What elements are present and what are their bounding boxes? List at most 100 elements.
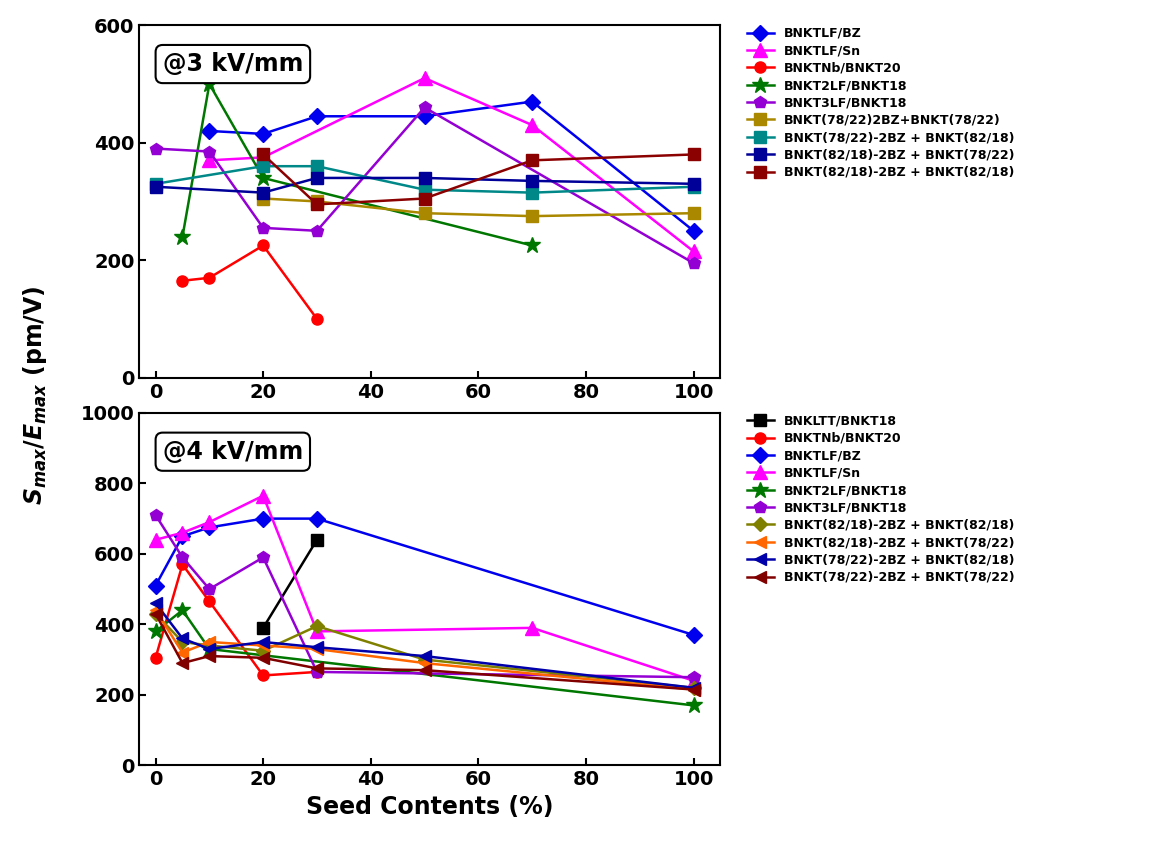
- BNKT(78/22)-2BZ + BNKT(82/18): [417, 185, 431, 195]
- BNKT(78/22)-2BZ + BNKT(82/18): [202, 644, 216, 654]
- BNKTLF/Sn: [687, 675, 701, 685]
- BNKT2LF/BNKT18: [202, 79, 216, 89]
- Line: BNKT(82/18)-2BZ + BNKT(78/22): BNKT(82/18)-2BZ + BNKT(78/22): [150, 172, 700, 198]
- BNKT(78/22)-2BZ + BNKT(82/18): [687, 683, 701, 693]
- BNKTNb/BNKT20: [256, 670, 270, 680]
- BNKT3LF/BNKT18: [202, 146, 216, 156]
- BNKT(82/18)-2BZ + BNKT(78/22): [687, 179, 701, 189]
- BNKTLF/BZ: [417, 111, 431, 121]
- BNKT(78/22)-2BZ + BNKT(82/18): [149, 179, 163, 189]
- Legend: BNKLTT/BNKT18, BNKTNb/BNKT20, BNKTLF/BZ, BNKTLF/Sn, BNKT2LF/BNKT18, BNKT3LF/BNKT: BNKLTT/BNKT18, BNKTNb/BNKT20, BNKTLF/BZ,…: [744, 412, 1017, 586]
- BNKT(78/22)-2BZ + BNKT(78/22): [310, 664, 324, 674]
- BNKT3LF/BNKT18: [256, 223, 270, 233]
- BNKT(78/22)-2BZ + BNKT(82/18): [525, 188, 539, 198]
- BNKT(82/18)-2BZ + BNKT(78/22): [149, 182, 163, 192]
- BNKT2LF/BNKT18: [525, 241, 539, 251]
- BNKT(82/18)-2BZ + BNKT(82/18): [310, 199, 324, 209]
- Line: BNKT(78/22)-2BZ + BNKT(82/18): BNKT(78/22)-2BZ + BNKT(82/18): [150, 161, 700, 198]
- Line: BNKTNb/BNKT20: BNKTNb/BNKT20: [177, 240, 323, 325]
- BNKT3LF/BNKT18: [310, 225, 324, 235]
- BNKT2LF/BNKT18: [175, 606, 189, 616]
- BNKTNb/BNKT20: [256, 241, 270, 251]
- BNKTNb/BNKT20: [175, 559, 189, 569]
- BNKT(82/18)-2BZ + BNKT(78/22): [687, 685, 701, 695]
- BNKT3LF/BNKT18: [175, 553, 189, 563]
- Line: BNKTNb/BNKT20: BNKTNb/BNKT20: [150, 559, 323, 681]
- BNKT(82/18)-2BZ + BNKT(82/18): [687, 683, 701, 693]
- BNKTLF/BZ: [310, 111, 324, 121]
- BNKTLF/BZ: [175, 532, 189, 542]
- Line: BNKT(78/22)2BZ+BNKT(78/22): BNKT(78/22)2BZ+BNKT(78/22): [258, 193, 700, 222]
- BNKTLF/Sn: [525, 623, 539, 633]
- BNKT(82/18)-2BZ + BNKT(82/18): [525, 156, 539, 166]
- Line: BNKTLF/Sn: BNKTLF/Sn: [149, 489, 701, 688]
- BNKT(78/22)-2BZ + BNKT(78/22): [202, 651, 216, 661]
- BNKT3LF/BNKT18: [256, 553, 270, 563]
- BNKT(82/18)-2BZ + BNKT(78/22): [149, 606, 163, 616]
- BNKT(78/22)-2BZ + BNKT(82/18): [687, 182, 701, 192]
- BNKT(82/18)-2BZ + BNKT(82/18): [149, 609, 163, 619]
- BNKT(78/22)-2BZ + BNKT(82/18): [310, 643, 324, 653]
- Line: BNKT(78/22)-2BZ + BNKT(78/22): BNKT(78/22)-2BZ + BNKT(78/22): [150, 608, 700, 696]
- Line: BNKT3LF/BNKT18: BNKT3LF/BNKT18: [150, 101, 700, 269]
- BNKTLF/Sn: [310, 627, 324, 637]
- BNKTNb/BNKT20: [149, 653, 163, 663]
- Line: BNKT2LF/BNKT18: BNKT2LF/BNKT18: [174, 76, 540, 254]
- Line: BNKT3LF/BNKT18: BNKT3LF/BNKT18: [150, 509, 700, 684]
- BNKT3LF/BNKT18: [687, 672, 701, 682]
- BNKLTT/BNKT18: [256, 623, 270, 633]
- BNKT(78/22)-2BZ + BNKT(78/22): [175, 658, 189, 668]
- BNKTLF/Sn: [525, 120, 539, 130]
- BNKT(78/22)-2BZ + BNKT(78/22): [687, 685, 701, 695]
- BNKT(82/18)-2BZ + BNKT(82/18): [202, 641, 216, 651]
- BNKTLF/BZ: [687, 630, 701, 640]
- BNKT(82/18)-2BZ + BNKT(82/18): [175, 637, 189, 647]
- Line: BNKTLF/BZ: BNKTLF/BZ: [150, 513, 700, 641]
- BNKTNb/BNKT20: [202, 272, 216, 283]
- BNKT(78/22)2BZ+BNKT(78/22): [310, 197, 324, 207]
- BNKTLF/Sn: [687, 246, 701, 257]
- BNKT(82/18)-2BZ + BNKT(82/18): [417, 193, 431, 204]
- BNKT3LF/BNKT18: [417, 103, 431, 113]
- Line: BNKT2LF/BNKT18: BNKT2LF/BNKT18: [148, 602, 702, 714]
- Line: BNKTLF/BZ: BNKTLF/BZ: [203, 96, 700, 236]
- BNKTNb/BNKT20: [175, 276, 189, 286]
- BNKT(78/22)-2BZ + BNKT(82/18): [256, 637, 270, 647]
- BNKT(78/22)-2BZ + BNKT(82/18): [175, 633, 189, 643]
- BNKTNb/BNKT20: [202, 596, 216, 606]
- BNKT(82/18)-2BZ + BNKT(78/22): [256, 641, 270, 651]
- BNKT(82/18)-2BZ + BNKT(78/22): [417, 658, 431, 668]
- Legend: BNKTLF/BZ, BNKTLF/Sn, BNKTNb/BNKT20, BNKT2LF/BNKT18, BNKT3LF/BNKT18, BNKT(78/22): BNKTLF/BZ, BNKTLF/Sn, BNKTNb/BNKT20, BNK…: [744, 24, 1017, 182]
- Text: $S_{max}/E_{max}$ (pm/V): $S_{max}/E_{max}$ (pm/V): [21, 285, 49, 505]
- BNKTLF/BZ: [310, 514, 324, 524]
- BNKT(82/18)-2BZ + BNKT(82/18): [310, 621, 324, 631]
- BNKT(82/18)-2BZ + BNKT(78/22): [256, 188, 270, 198]
- BNKT(78/22)-2BZ + BNKT(78/22): [149, 609, 163, 619]
- BNKT2LF/BNKT18: [256, 173, 270, 183]
- BNKT(82/18)-2BZ + BNKT(78/22): [175, 648, 189, 658]
- BNKT(78/22)-2BZ + BNKT(82/18): [310, 161, 324, 172]
- Line: BNKT(82/18)-2BZ + BNKT(78/22): BNKT(82/18)-2BZ + BNKT(78/22): [150, 605, 700, 696]
- Line: BNKT(82/18)-2BZ + BNKT(82/18): BNKT(82/18)-2BZ + BNKT(82/18): [258, 149, 700, 210]
- BNKT2LF/BNKT18: [175, 231, 189, 241]
- BNKT2LF/BNKT18: [202, 644, 216, 654]
- BNKTLF/Sn: [149, 535, 163, 545]
- BNKT2LF/BNKT18: [149, 627, 163, 637]
- BNKTLF/Sn: [202, 517, 216, 527]
- BNKT(78/22)2BZ+BNKT(78/22): [687, 208, 701, 218]
- BNKTLF/Sn: [175, 527, 189, 537]
- BNKTLF/Sn: [202, 156, 216, 166]
- BNKT2LF/BNKT18: [687, 701, 701, 711]
- Line: BNKT(82/18)-2BZ + BNKT(82/18): BNKT(82/18)-2BZ + BNKT(82/18): [151, 609, 698, 693]
- BNKTLF/Sn: [256, 152, 270, 162]
- BNKLTT/BNKT18: [310, 535, 324, 545]
- BNKTLF/BZ: [525, 97, 539, 107]
- Text: @4 kV/mm: @4 kV/mm: [163, 440, 303, 463]
- BNKTLF/Sn: [256, 490, 270, 500]
- BNKTLF/Sn: [417, 73, 431, 83]
- BNKTNb/BNKT20: [310, 667, 324, 677]
- BNKT(78/22)2BZ+BNKT(78/22): [417, 208, 431, 218]
- BNKT3LF/BNKT18: [687, 258, 701, 268]
- BNKT3LF/BNKT18: [149, 510, 163, 520]
- Text: @3 kV/mm: @3 kV/mm: [163, 52, 303, 76]
